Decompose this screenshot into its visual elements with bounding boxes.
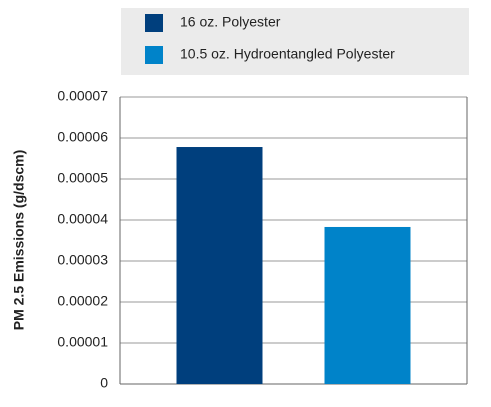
legend-label: 10.5 oz. Hydroentangled Polyester — [180, 46, 395, 62]
y-tick-label: 0.00003 — [57, 252, 108, 268]
y-axis-label: PM 2.5 Emissions (g/dscm) — [11, 150, 27, 331]
legend-swatch — [145, 14, 163, 32]
y-tick-label: 0.00007 — [57, 88, 108, 104]
y-tick-label: 0 — [100, 375, 108, 391]
y-tick-label: 0.00006 — [57, 129, 108, 145]
y-tick-label: 0.00001 — [57, 334, 108, 350]
y-tick-label: 0.00004 — [57, 211, 108, 227]
legend-swatch — [145, 46, 163, 64]
legend-box — [121, 8, 469, 75]
y-tick-label: 0.00002 — [57, 293, 108, 309]
y-tick-label: 0.00005 — [57, 170, 108, 186]
bar — [176, 147, 263, 384]
legend-label: 16 oz. Polyester — [180, 14, 281, 30]
bar — [324, 226, 411, 384]
